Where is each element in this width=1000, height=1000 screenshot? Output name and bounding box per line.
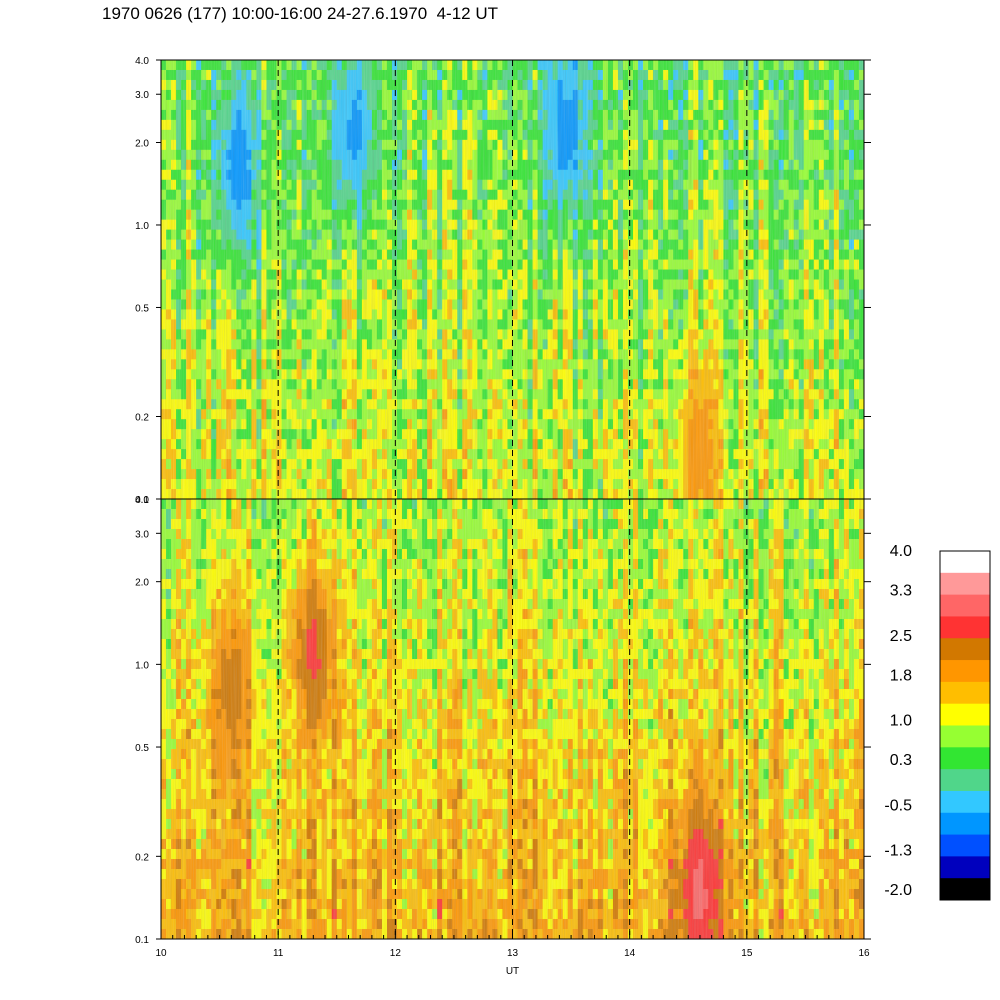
upper-panel xyxy=(161,60,864,499)
page-title: 1970 0626 (177) 10:00-16:00 24-27.6.1970… xyxy=(102,4,499,23)
